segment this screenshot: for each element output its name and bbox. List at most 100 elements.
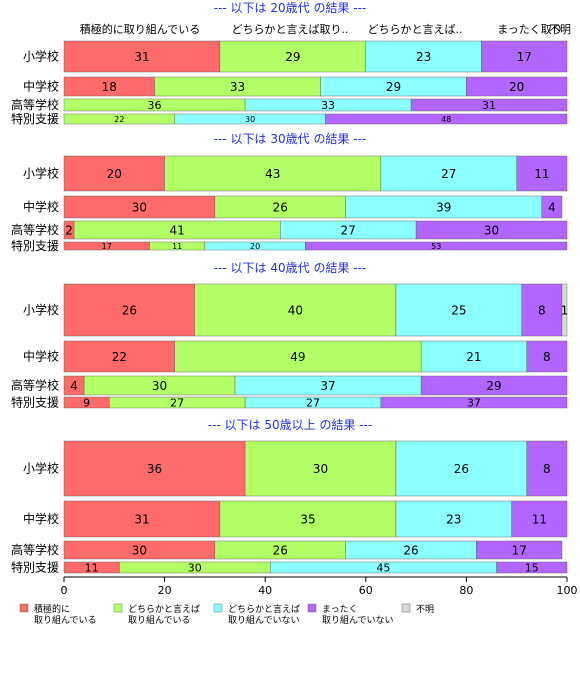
data-label: 30	[132, 200, 147, 214]
bar-segment	[219, 40, 366, 73]
legend-swatch	[213, 603, 223, 613]
column-header: まったく取り	[497, 23, 563, 36]
bar-segment	[63, 340, 175, 373]
column-header: 積極的に取り組んでいる	[80, 22, 200, 36]
data-label: 29	[285, 50, 300, 64]
data-label: 26	[122, 303, 137, 317]
panel-title: --- 以下は 20歳代 の結果 ---	[214, 1, 367, 15]
bar-segment	[516, 155, 568, 192]
row-label: 中学校	[23, 511, 59, 526]
data-label: 8	[543, 462, 551, 476]
bar-segment	[164, 155, 382, 192]
data-label: 30	[152, 379, 167, 393]
data-label: 15	[525, 561, 539, 574]
bar-segment	[511, 500, 568, 538]
data-label: 20	[509, 80, 524, 94]
bar-segment	[380, 396, 568, 409]
bar-segment	[481, 40, 568, 73]
bar-segment	[395, 500, 512, 538]
data-label: 53	[431, 242, 441, 251]
data-label: 18	[102, 80, 117, 94]
data-label: 11	[534, 167, 549, 181]
row-label: 中学校	[23, 79, 59, 94]
data-label: 36	[147, 462, 162, 476]
bar-segment	[476, 540, 563, 560]
data-label: 26	[273, 200, 288, 214]
data-label: 31	[482, 99, 496, 112]
column-header: 不明	[549, 23, 571, 36]
legend-label: まったく取り組んでいない	[322, 604, 394, 626]
x-tick-label: 40	[258, 584, 272, 597]
data-label: 1	[561, 303, 569, 317]
bar-segment	[63, 500, 221, 538]
data-label: 35	[300, 512, 315, 526]
x-tick-label: 60	[359, 584, 373, 597]
data-label: 30	[313, 462, 328, 476]
data-label: 20	[250, 242, 260, 251]
data-label: 30	[188, 561, 202, 574]
data-label: 11	[172, 242, 182, 251]
data-label: 23	[446, 512, 461, 526]
data-label: 2	[65, 223, 73, 237]
bar-segment	[395, 283, 522, 337]
row-label: 高等学校	[11, 97, 59, 112]
row-label: 特別支援	[11, 238, 59, 253]
bar-segment	[466, 76, 568, 97]
data-label: 11	[85, 561, 99, 574]
bar-segment	[420, 375, 568, 396]
bar-segment	[194, 283, 397, 337]
data-label: 48	[441, 115, 451, 124]
row-label: 特別支援	[11, 560, 59, 575]
bar-segment	[63, 440, 246, 497]
data-label: 23	[416, 50, 431, 64]
data-label: 27	[341, 223, 356, 237]
bar-segment	[219, 500, 397, 538]
column-header: どちらかと言えば..	[368, 23, 463, 36]
row-label: 小学校	[23, 461, 59, 476]
row-label: 小学校	[23, 166, 59, 181]
data-label: 30	[245, 115, 255, 124]
legend-label: どちらかと言えば取り組んでいる	[128, 603, 200, 626]
panel-title: --- 以下は 30歳代 の結果 ---	[214, 132, 367, 146]
data-label: 26	[454, 462, 469, 476]
data-label: 4	[548, 200, 556, 214]
data-label: 26	[403, 543, 418, 557]
panel-title: --- 以下は 50歳以上 の結果 ---	[208, 418, 373, 432]
row-label: 高等学校	[11, 222, 59, 237]
bar-segment	[410, 98, 568, 112]
row-label: 特別支援	[11, 395, 59, 410]
bar-segment	[541, 195, 563, 219]
data-label: 21	[466, 350, 481, 364]
data-label: 30	[484, 223, 499, 237]
bar-segment	[380, 155, 517, 192]
bar-segment	[415, 220, 568, 240]
data-label: 36	[148, 99, 162, 112]
panel-title: --- 以下は 40歳代 の結果 ---	[214, 261, 367, 275]
x-tick-label: 20	[158, 584, 172, 597]
legend-label: 不明	[416, 604, 434, 615]
column-header: どちらかと言えば取り..	[232, 23, 349, 36]
data-label: 4	[70, 379, 78, 393]
bar-segment	[521, 283, 563, 337]
bar-segment	[395, 440, 527, 497]
row-label: 中学校	[23, 349, 59, 364]
data-label: 40	[288, 303, 303, 317]
x-tick-label: 100	[557, 584, 578, 597]
bar-segment	[325, 113, 568, 125]
data-label: 17	[512, 543, 527, 557]
data-label: 37	[320, 379, 335, 393]
data-label: 30	[132, 543, 147, 557]
data-label: 49	[290, 350, 305, 364]
bar-segment	[305, 241, 568, 251]
data-label: 27	[170, 396, 184, 409]
data-label: 43	[265, 167, 280, 181]
data-label: 9	[83, 396, 90, 409]
x-tick-label: 80	[459, 584, 473, 597]
legend-swatch	[307, 603, 317, 613]
bar-segment	[526, 440, 568, 497]
data-label: 17	[102, 242, 112, 251]
data-label: 41	[170, 223, 185, 237]
legend-swatch	[19, 603, 29, 613]
